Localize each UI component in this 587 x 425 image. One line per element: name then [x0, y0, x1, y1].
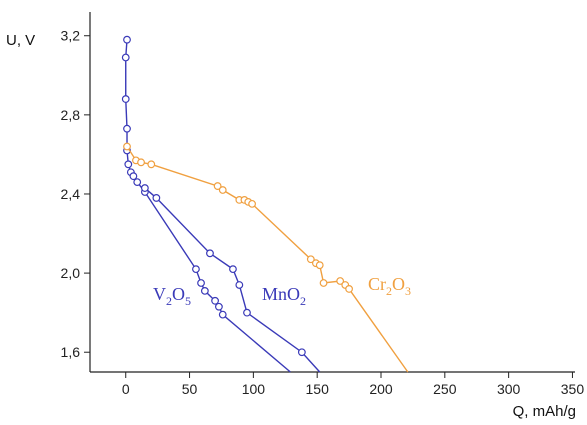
x-tick-label: 0 — [122, 381, 130, 397]
data-point — [121, 53, 130, 62]
y-tick-label: 3,2 — [61, 28, 81, 44]
data-point — [235, 281, 244, 289]
data-point — [140, 184, 149, 192]
data-point — [197, 279, 205, 287]
x-tick-label: 300 — [497, 381, 521, 397]
x-tick-label: 200 — [369, 381, 393, 397]
data-point — [229, 265, 237, 274]
data-point — [129, 172, 138, 181]
series-label: V2O5 — [153, 284, 191, 308]
data-point — [297, 348, 306, 357]
x-axis-title: Q, mAh/g — [513, 403, 576, 420]
series-line — [144, 187, 321, 373]
series-line — [125, 39, 291, 373]
data-point — [124, 160, 133, 169]
data-point — [206, 249, 214, 258]
x-tick-label: 350 — [561, 381, 585, 397]
x-tick-label: 250 — [433, 381, 457, 397]
x-tick-label: 50 — [182, 381, 198, 397]
data-point — [137, 158, 145, 167]
data-point — [336, 277, 345, 285]
data-point — [215, 302, 223, 311]
series-line — [126, 146, 409, 373]
series-label: MnO2 — [262, 284, 306, 308]
x-tick-label: 150 — [306, 381, 330, 397]
data-point — [121, 95, 130, 103]
data-point — [243, 308, 251, 317]
y-tick-label: 2,8 — [61, 107, 81, 123]
data-point — [315, 261, 324, 270]
data-point — [200, 287, 209, 295]
data-point — [306, 255, 315, 264]
data-point — [123, 142, 131, 151]
labels-layer: V2O5 MnO2 Cr2O3 — [153, 274, 411, 308]
data-point — [211, 296, 219, 305]
data-point — [123, 35, 131, 44]
data-point — [133, 178, 142, 187]
series-1 — [140, 184, 321, 373]
data-point — [152, 194, 161, 202]
series-2 — [123, 142, 409, 373]
series-layer — [121, 35, 409, 373]
data-point — [345, 285, 353, 293]
series-label: Cr2O3 — [368, 274, 411, 298]
data-point — [147, 160, 156, 169]
y-tick-label: 1,6 — [61, 344, 81, 360]
x-tick-label: 100 — [242, 381, 266, 397]
data-point — [218, 310, 227, 319]
data-point — [248, 199, 256, 208]
series-0 — [121, 35, 291, 373]
data-point — [213, 182, 222, 190]
axes: 0 50 100 150 200 250 300 350 1,6 2,0 2,4 2,8 3,2 U, V… — [6, 12, 584, 420]
data-point — [319, 279, 328, 287]
y-tick-label: 2,0 — [61, 265, 81, 281]
data-point — [192, 265, 200, 274]
data-point — [218, 186, 227, 194]
y-axis-title: U, V — [6, 32, 35, 49]
data-point — [123, 124, 131, 133]
y-tick-label: 2,4 — [61, 186, 81, 202]
